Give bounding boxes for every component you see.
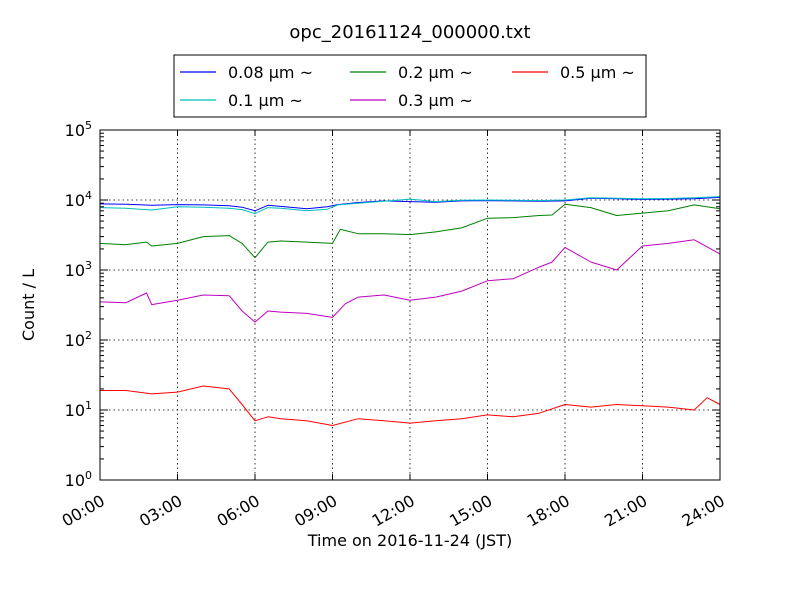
x-tick-label: 21:00 (601, 491, 650, 531)
x-tick-label: 03:00 (136, 491, 185, 531)
series-layer (99, 196, 721, 426)
x-tick-label: 00:00 (59, 491, 108, 531)
legend-entry: 0.3 μm ~ (398, 91, 473, 110)
legend-entry: 0.5 μm ~ (560, 63, 635, 82)
legend: 0.08 μm ~ 0.1 μm ~ 0.2 μm ~ 0.3 μm ~ 0.5 μm … (173, 54, 647, 118)
y-tick-label: 103 (65, 259, 92, 280)
y-tick-label: 101 (65, 399, 92, 420)
series-line (100, 385, 721, 426)
x-tick-label: 06:00 (214, 491, 263, 531)
x-tick-labels: 00:00 03:00 06:00 09:00 12:00 15:00 18:00 21:00… (59, 491, 728, 531)
x-axis-label: Time on 2016-11-24 (JST) (307, 531, 512, 550)
legend-frame (173, 54, 647, 118)
series-line (99, 203, 721, 259)
y-tick-label: 105 (65, 119, 92, 140)
ticks (99, 129, 721, 481)
legend-entry: 0.2 μm ~ (398, 63, 473, 82)
x-tick-label: 18:00 (524, 491, 573, 531)
series-line (99, 239, 721, 323)
chart-title: opc_20161124_000000.txt (289, 22, 530, 43)
x-tick-label: 09:00 (291, 491, 340, 531)
y-tick-labels: 100 101 102 103 104 105 (65, 119, 92, 490)
y-tick-label: 104 (65, 189, 92, 210)
legend-entry: 0.1 μm ~ (228, 91, 303, 110)
x-tick-label: 12:00 (369, 491, 418, 531)
y-axis-label: Count / L (19, 269, 38, 341)
grid (100, 130, 720, 480)
y-tick-label: 100 (65, 469, 92, 490)
x-tick-label: 24:00 (679, 491, 728, 531)
series-line (99, 196, 721, 215)
y-tick-label: 102 (65, 329, 92, 350)
x-tick-label: 15:00 (446, 491, 495, 531)
legend-entry: 0.08 μm ~ (228, 63, 313, 82)
